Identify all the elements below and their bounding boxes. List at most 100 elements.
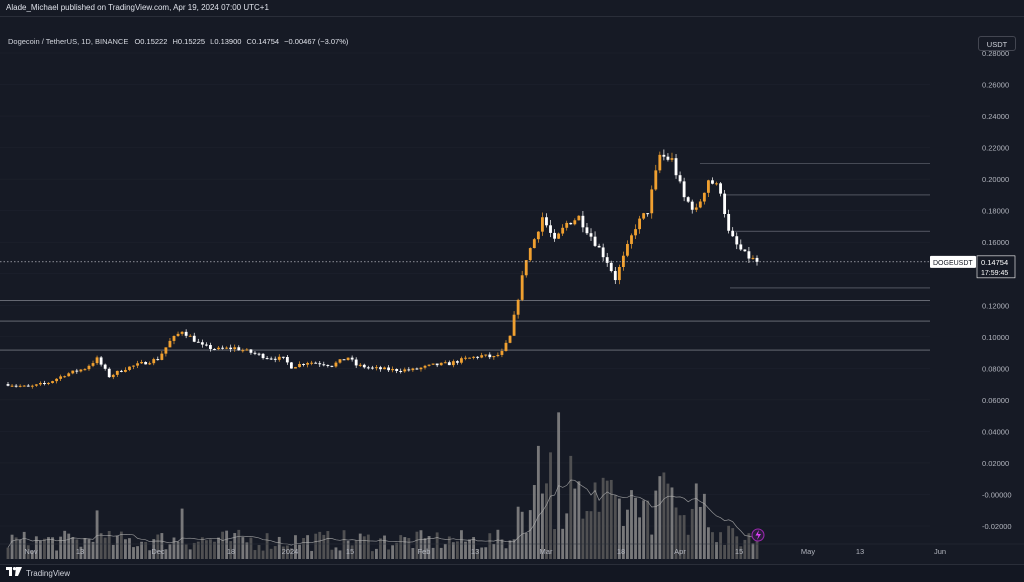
last-price-tag	[976, 255, 1016, 279]
volume-bar	[500, 539, 504, 559]
volume-bar	[314, 533, 318, 559]
price-chart[interactable]: 0.210000.190000.167000.131000.123000.110…	[0, 17, 1024, 565]
candle-body	[87, 365, 91, 370]
y-tick-label: 0.16000	[982, 238, 1009, 247]
volume-bar	[26, 545, 30, 559]
candle-body	[180, 331, 184, 334]
candle-body	[468, 357, 471, 359]
candle-body	[26, 385, 30, 387]
volume-bar	[156, 534, 160, 559]
currency-button[interactable]: USDT	[978, 36, 1016, 51]
candle-body	[654, 170, 658, 190]
candle-body	[516, 299, 520, 315]
volume-bar	[196, 541, 200, 559]
volume-bar	[634, 497, 637, 559]
volume-bar	[38, 540, 42, 559]
volume-bar	[354, 540, 358, 559]
change-value: −0.00467 (−3.07%)	[284, 37, 349, 46]
x-tick-label: 18	[617, 547, 625, 556]
volume-bar	[294, 535, 297, 559]
candle-body	[536, 231, 540, 240]
volume-bar	[431, 547, 435, 559]
x-tick-label: Feb	[418, 547, 431, 556]
volume-bar	[682, 515, 686, 559]
volume-bar	[217, 537, 220, 559]
volume-bar	[468, 539, 471, 559]
candle-body	[241, 350, 245, 352]
alert-icon[interactable]	[751, 528, 765, 542]
candle-body	[314, 362, 318, 364]
volume-bar	[719, 532, 722, 559]
volume-bar	[273, 546, 277, 559]
candle-body	[358, 364, 362, 366]
candle-body	[706, 180, 710, 193]
candle-body	[123, 369, 127, 372]
candle-body	[156, 359, 160, 361]
candle-body	[435, 363, 439, 366]
candle-body	[739, 244, 743, 250]
candle-body	[6, 384, 10, 386]
volume-bar	[22, 531, 26, 559]
volume-bar	[476, 549, 480, 559]
price-axis: 0.28000 0.26000 0.24000 0.22000 0.20000 0.180…	[930, 17, 1024, 565]
volume-bar	[140, 541, 144, 559]
volume-bar	[107, 530, 111, 559]
volume-bar	[63, 530, 67, 559]
candle-body	[496, 354, 500, 357]
candle-body	[160, 353, 164, 360]
volume-bar	[678, 515, 682, 559]
candle-body	[694, 207, 698, 210]
volume-bar	[221, 531, 224, 559]
candle-body	[200, 342, 204, 345]
candle-body	[95, 357, 99, 364]
volume-bar	[642, 500, 646, 559]
chart-area[interactable]: 0.210000.190000.167000.131000.123000.110…	[0, 16, 1024, 565]
candle-body	[233, 347, 237, 350]
candle-body	[715, 183, 718, 185]
candle-body	[265, 358, 269, 360]
volume-bar	[152, 539, 156, 559]
volume-bar	[285, 545, 289, 559]
candle-body	[443, 362, 447, 364]
volume-bar	[379, 538, 382, 559]
volume-bar	[253, 550, 257, 559]
volume-bar	[375, 548, 378, 559]
candle-body	[626, 243, 629, 256]
candle-body	[237, 347, 241, 351]
candle-body	[346, 357, 350, 361]
candle-body	[702, 192, 706, 202]
candle-body	[75, 370, 79, 372]
candle-body	[524, 260, 528, 276]
candle-body	[71, 370, 75, 374]
candle-body	[447, 362, 451, 366]
candle-body	[719, 183, 722, 194]
candle-body	[63, 376, 67, 378]
volume-bar	[265, 533, 269, 559]
candle-body	[561, 227, 565, 234]
candle-body	[354, 359, 358, 366]
volume-bar	[569, 455, 573, 559]
x-tick-label: 15	[346, 547, 354, 556]
candle-body	[605, 257, 609, 263]
volume-bar	[395, 542, 399, 559]
volume-bar	[43, 538, 46, 559]
candle-body	[342, 359, 346, 361]
x-tick-label: May	[801, 547, 815, 556]
y-tick-label: -0.00000	[982, 490, 1012, 499]
x-tick-label: Nov	[24, 547, 38, 556]
volume-bar	[690, 508, 694, 559]
volume-bar	[184, 544, 188, 559]
candle-body	[678, 175, 682, 182]
candle-body	[415, 368, 419, 370]
volume-bar	[419, 530, 423, 559]
candle-body	[492, 356, 496, 358]
tradingview-brand[interactable]: TradingView	[6, 565, 70, 582]
tradingview-logo-icon	[6, 565, 22, 582]
volume-bar	[237, 529, 241, 559]
candle-body	[22, 385, 26, 387]
volume-bar	[621, 525, 625, 559]
volume-bar	[666, 483, 670, 559]
candle-body	[723, 193, 727, 215]
volume-bar	[549, 452, 552, 559]
candle-body	[601, 247, 605, 258]
